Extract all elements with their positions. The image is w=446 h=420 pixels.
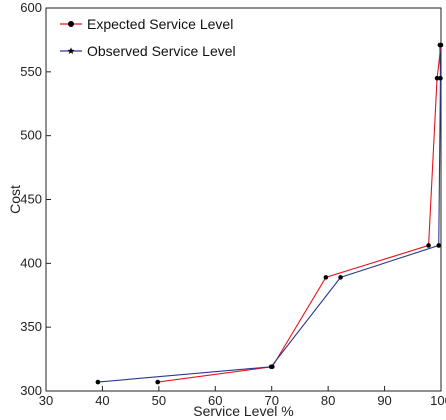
data-point (155, 379, 161, 385)
data-point (434, 75, 440, 81)
y-tick-label: 450 (20, 192, 42, 207)
data-point (323, 275, 329, 280)
x-tick-label: 70 (264, 393, 278, 408)
y-axis-label: Cost (7, 185, 23, 214)
series-1 (155, 42, 444, 385)
legend-label: Observed Service Level (87, 43, 236, 59)
axes (45, 7, 442, 392)
x-tick-label: 100 (430, 393, 446, 408)
legend-label: Expected Service Level (87, 16, 233, 32)
x-tick-label: 80 (321, 393, 335, 408)
series-line (97, 45, 441, 383)
y-tick-label: 400 (20, 255, 42, 270)
data-point (338, 275, 343, 280)
data-point (268, 364, 274, 370)
x-tick-label: 30 (39, 393, 53, 408)
plot-frame (45, 7, 442, 392)
series-line (157, 44, 442, 383)
y-tick-label: 600 (20, 0, 42, 15)
x-tick-label: 90 (377, 393, 391, 408)
y-tick-label: 500 (20, 128, 42, 143)
series-2 (95, 42, 443, 385)
y-tick-label: 350 (20, 319, 42, 334)
x-tick-label: 40 (95, 393, 109, 408)
y-tick-label: 550 (20, 64, 42, 79)
data-point (436, 243, 442, 248)
series-layer (95, 42, 444, 385)
data-point (426, 243, 431, 248)
legend-star-marker (67, 47, 75, 54)
x-tick-label: 50 (152, 393, 166, 408)
x-axis-label: Service Level % (193, 403, 293, 419)
legend-circle-marker (68, 21, 74, 27)
x-tick-label: 60 (208, 393, 222, 408)
data-point (95, 379, 101, 385)
tick-labels: 30 40 50 60 70 80 90 100 300 350 400 450 500 550 600 (20, 0, 446, 408)
legend: Expected Service Level Observed Service L… (60, 16, 236, 59)
data-point (438, 75, 443, 81)
data-point (437, 42, 443, 48)
y-tick-label: 300 (20, 383, 42, 398)
